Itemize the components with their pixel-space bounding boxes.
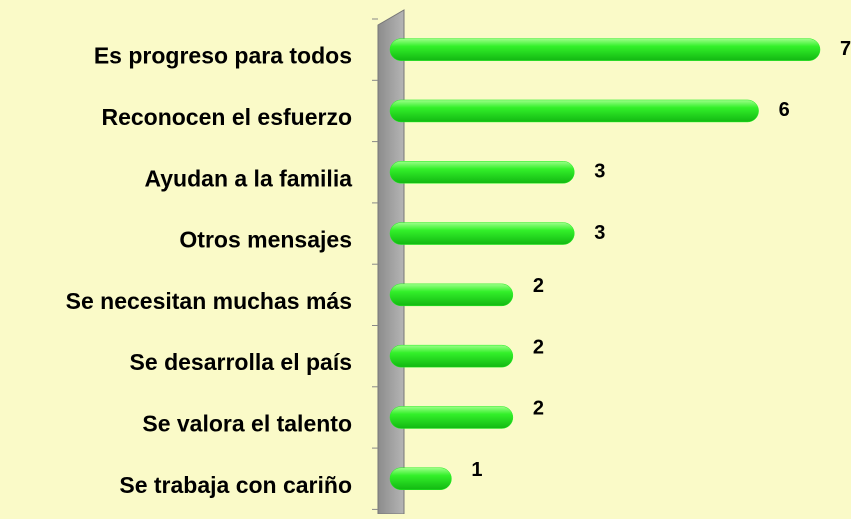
value-label: 6 <box>779 99 790 121</box>
category-label: Reconocen el esfuerzo <box>101 104 352 130</box>
bar <box>389 344 514 368</box>
bar <box>389 406 514 429</box>
category-label: Ayudan a la familia <box>145 165 353 191</box>
bar <box>389 99 759 123</box>
category-label: Se trabaja con cariño <box>119 472 352 498</box>
value-label: 3 <box>594 222 605 244</box>
bar <box>389 38 821 61</box>
axis-wall <box>377 9 405 515</box>
value-label: 1 <box>471 459 482 481</box>
category-label: Se valora el talento <box>142 411 352 437</box>
category-label: Se necesitan muchas más <box>66 288 352 314</box>
bar <box>389 283 514 307</box>
value-label: 2 <box>533 336 544 358</box>
value-label: 7 <box>840 38 851 60</box>
category-label: Se desarrolla el país <box>130 349 352 375</box>
category-label: Es progreso para todos <box>94 43 352 69</box>
bar <box>389 467 452 490</box>
bar <box>389 222 575 245</box>
value-label: 3 <box>594 161 605 183</box>
bar <box>389 161 575 184</box>
value-label: 2 <box>533 275 544 297</box>
value-label: 2 <box>533 398 544 420</box>
category-label: Otros mensajes <box>179 227 352 253</box>
